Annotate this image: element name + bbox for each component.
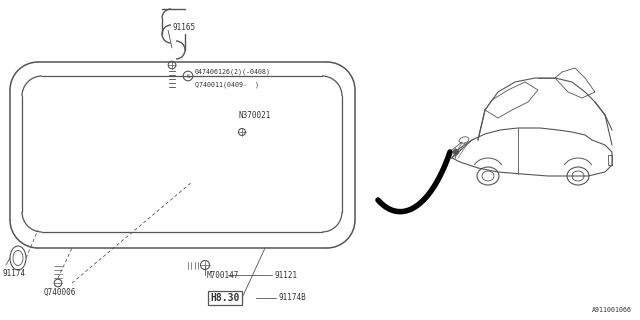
Text: 91121: 91121 [274, 270, 297, 279]
Text: N370021: N370021 [238, 110, 270, 119]
Bar [608, 155, 612, 165]
Text: Q740011(0409-  ): Q740011(0409- ) [195, 82, 259, 88]
Text: A911001066: A911001066 [592, 307, 632, 313]
Text: 91165: 91165 [172, 22, 195, 31]
Circle shape [454, 149, 458, 155]
Text: 047406126(2)(-0408): 047406126(2)(-0408) [195, 69, 271, 75]
Text: M700147: M700147 [207, 270, 239, 279]
Text: Q740006: Q740006 [44, 287, 76, 297]
Text: 91174: 91174 [2, 268, 25, 277]
Text: S: S [186, 74, 189, 78]
Text: H8.30: H8.30 [211, 293, 240, 303]
Text: 91174B: 91174B [278, 293, 306, 302]
